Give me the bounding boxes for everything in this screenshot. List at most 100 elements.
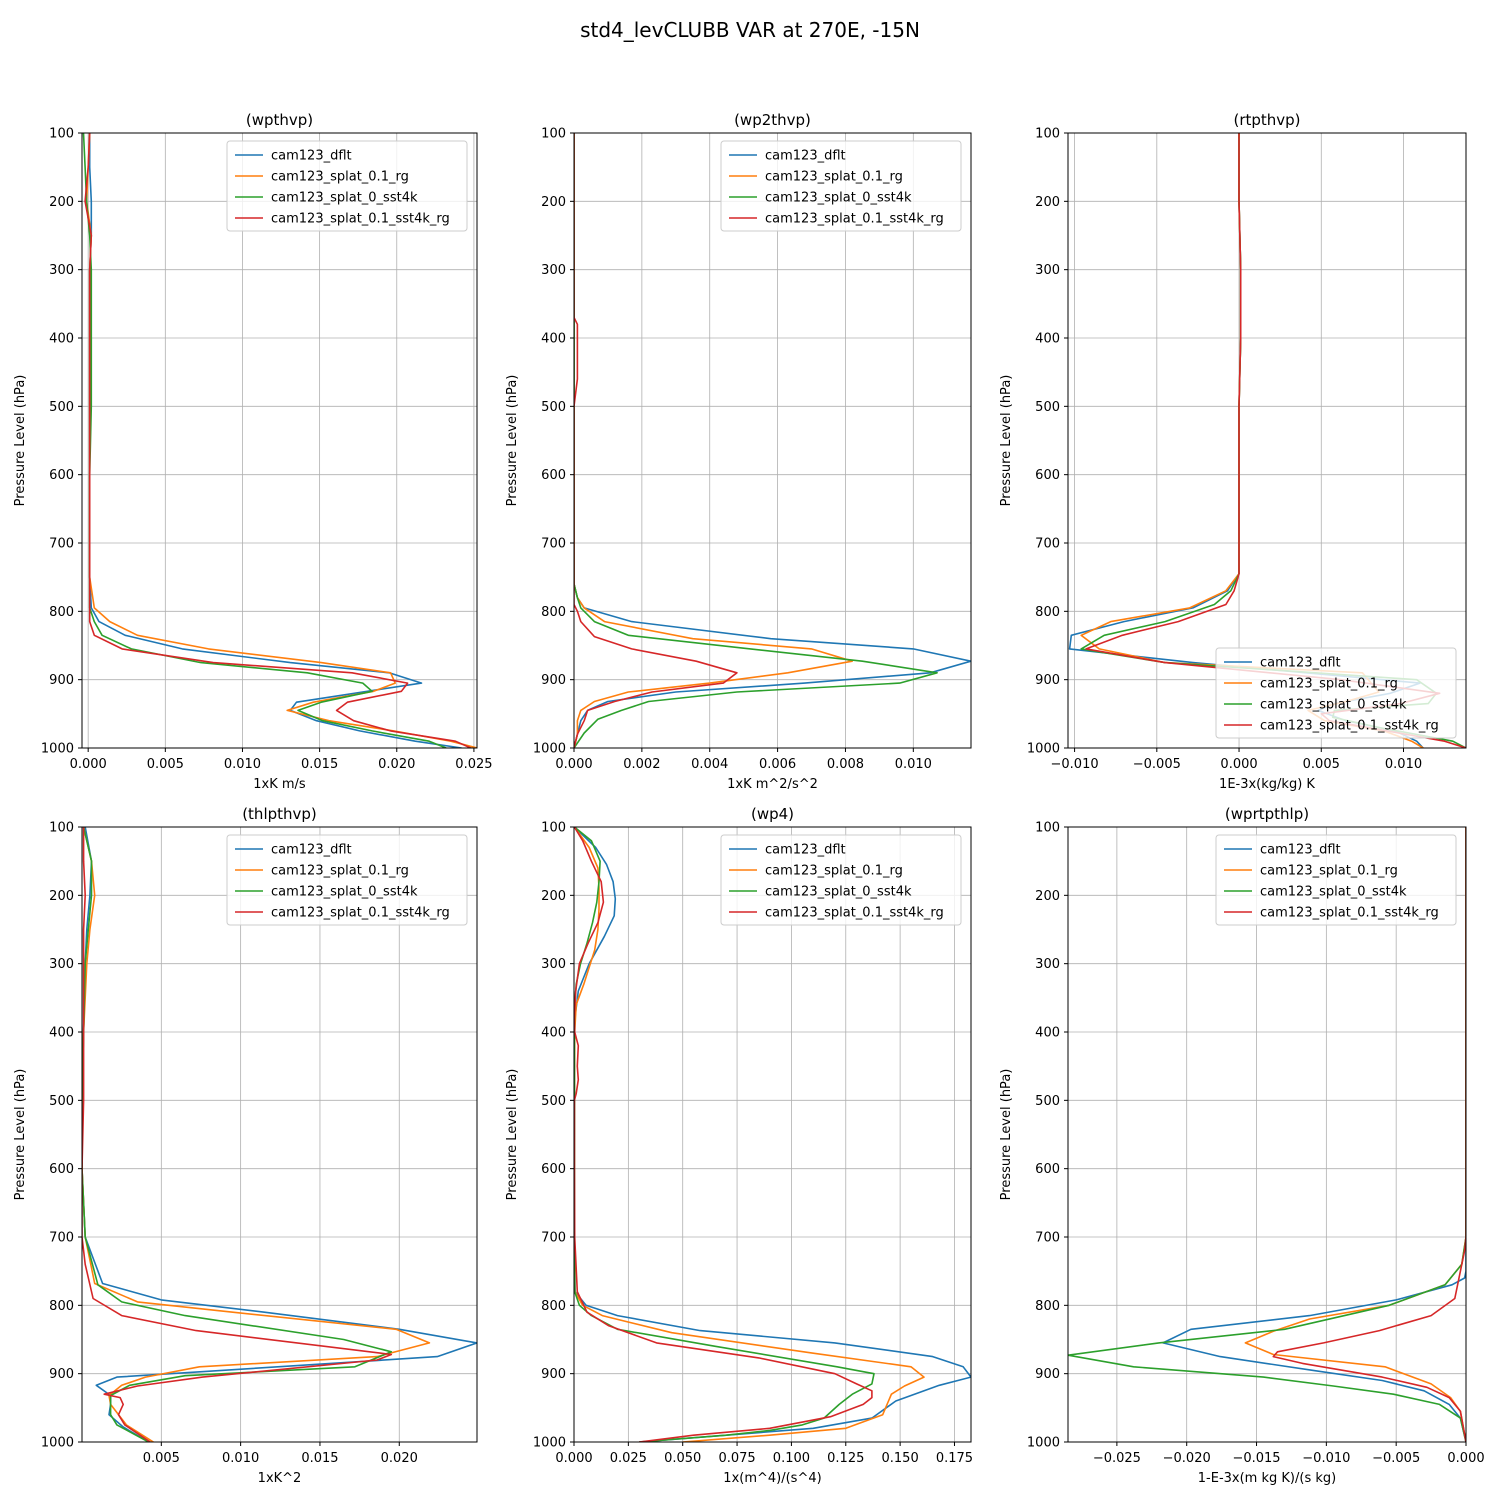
x-tick-label: 0.010	[895, 757, 932, 772]
y-tick-label: 100	[1035, 127, 1060, 142]
legend-entry: cam123_splat_0.1_sst4k_rg	[271, 906, 450, 921]
axes-frame	[1067, 826, 1467, 1443]
x-tick-label: 0.175	[936, 1451, 973, 1466]
x-tick-label: 0.010	[222, 1451, 259, 1466]
axes-frame	[573, 826, 972, 1443]
series-line-cam123_splat_0_sst4k	[1068, 827, 1466, 1442]
x-tick-label: 0.006	[759, 757, 796, 772]
series-line-cam123_splat_0_sst4k	[82, 827, 393, 1442]
y-tick-label: 600	[1035, 468, 1060, 483]
y-tick-label: 700	[1035, 537, 1060, 552]
y-tick-label: 900	[1035, 1367, 1060, 1382]
legend-entry: cam123_splat_0.1_sst4k_rg	[1260, 906, 1439, 921]
y-tick-label: 600	[49, 1162, 74, 1177]
x-tick-label: 0.015	[301, 757, 338, 772]
y-tick-label: 1000	[533, 1436, 566, 1451]
y-tick-label: 800	[1035, 605, 1060, 620]
plot-area	[1068, 133, 1466, 748]
series-group	[574, 133, 971, 748]
legend-box	[1215, 834, 1457, 926]
y-tick-label: 200	[1035, 889, 1060, 904]
x-tick-label: 0.000	[1220, 757, 1257, 772]
axes-frame	[81, 826, 478, 1443]
y-tick-label: 900	[541, 1367, 566, 1382]
x-tick-label: −0.005	[1133, 757, 1181, 772]
y-tick-label: 400	[49, 1026, 74, 1041]
y-tick-label: 300	[1035, 957, 1060, 972]
legend-entry: cam123_splat_0_sst4k	[271, 885, 418, 900]
y-tick-label: 900	[49, 673, 74, 688]
axes-frame	[1067, 132, 1467, 749]
series-group	[82, 827, 477, 1442]
panel-title: (wp4)	[751, 805, 794, 823]
y-tick-label: 800	[49, 605, 74, 620]
y-tick-label: 200	[541, 889, 566, 904]
x-axis-label: 1-E-3x(m kg K)/(s kg)	[1198, 1471, 1336, 1486]
x-tick-label: 0.010	[1385, 757, 1422, 772]
y-tick-label: 500	[541, 400, 566, 415]
legend-entry: cam123_splat_0_sst4k	[271, 191, 418, 206]
chart-panel-3: 100 200 300 400 500 600 700 800 900 1000−0.010 −0.…	[999, 111, 1467, 792]
legend-entry: cam123_splat_0.1_sst4k_rg	[271, 212, 450, 227]
y-tick-label: 500	[49, 1094, 74, 1109]
y-tick-label: 400	[49, 332, 74, 347]
series-line-cam123_splat_0.1_sst4k_rg	[1272, 827, 1466, 1442]
x-tick-label: 0.004	[691, 757, 728, 772]
legend-entry: cam123_splat_0.1_rg	[1260, 864, 1398, 879]
legend-entry: cam123_dflt	[1260, 843, 1341, 858]
plot-area	[1068, 827, 1466, 1442]
plot-area	[574, 827, 971, 1442]
y-tick-label: 100	[1035, 821, 1060, 836]
panel-title: (wprtpthlp)	[1225, 805, 1309, 823]
series-line-cam123_splat_0.1_rg	[574, 133, 854, 748]
x-tick-label: 0.050	[664, 1451, 701, 1466]
series-line-cam123_splat_0.1_sst4k_rg	[574, 133, 738, 748]
legend-entry: cam123_splat_0.1_rg	[765, 864, 903, 879]
y-tick-label: 600	[1035, 1162, 1060, 1177]
plot-area	[82, 133, 477, 748]
x-axis-label: 1xK m^2/s^2	[727, 777, 818, 792]
y-tick-label: 500	[1035, 400, 1060, 415]
y-axis-label: Pressure Level (hPa)	[505, 1069, 520, 1201]
legend-box	[1215, 647, 1457, 739]
x-tick-label: 0.020	[381, 1451, 418, 1466]
y-tick-label: 1000	[41, 742, 74, 757]
y-axis-label: Pressure Level (hPa)	[13, 375, 28, 507]
legend-entry: cam123_splat_0.1_rg	[1260, 677, 1398, 692]
y-tick-label: 700	[1035, 1231, 1060, 1246]
series-line-cam123_dflt	[574, 133, 971, 748]
y-tick-label: 900	[49, 1367, 74, 1382]
y-tick-label: 800	[49, 1299, 74, 1314]
y-tick-label: 300	[1035, 263, 1060, 278]
x-tick-label: 0.015	[301, 1451, 338, 1466]
y-tick-label: 100	[541, 127, 566, 142]
plot-area	[82, 827, 477, 1442]
y-tick-label: 200	[541, 195, 566, 210]
legend: cam123_dflt cam123_splat_0.1_rg cam123_spl…	[226, 140, 468, 232]
legend-box	[226, 140, 468, 232]
y-tick-label: 1000	[1027, 1436, 1060, 1451]
x-tick-label: 0.005	[143, 1451, 180, 1466]
y-tick-label: 300	[49, 957, 74, 972]
y-tick-label: 300	[541, 957, 566, 972]
y-tick-label: 200	[49, 889, 74, 904]
y-tick-label: 100	[49, 821, 74, 836]
y-tick-label: 500	[541, 1094, 566, 1109]
figure-title: std4_levCLUBB VAR at 270E, -15N	[580, 18, 920, 42]
series-line-cam123_splat_0_sst4k	[574, 827, 875, 1442]
x-tick-label: 0.020	[378, 757, 415, 772]
x-tick-label: −0.025	[1093, 1451, 1141, 1466]
x-tick-label: 0.008	[827, 757, 864, 772]
panel-title: (wpthvp)	[246, 111, 313, 129]
y-tick-label: 900	[541, 673, 566, 688]
x-tick-label: −0.015	[1232, 1451, 1280, 1466]
y-axis-label: Pressure Level (hPa)	[999, 375, 1014, 507]
series-line-cam123_dflt	[1162, 827, 1466, 1442]
y-tick-label: 300	[541, 263, 566, 278]
x-axis-label: 1xK m/s	[253, 777, 306, 792]
x-tick-label: 0.000	[70, 757, 107, 772]
x-tick-label: 0.000	[555, 1451, 592, 1466]
y-tick-label: 700	[541, 537, 566, 552]
